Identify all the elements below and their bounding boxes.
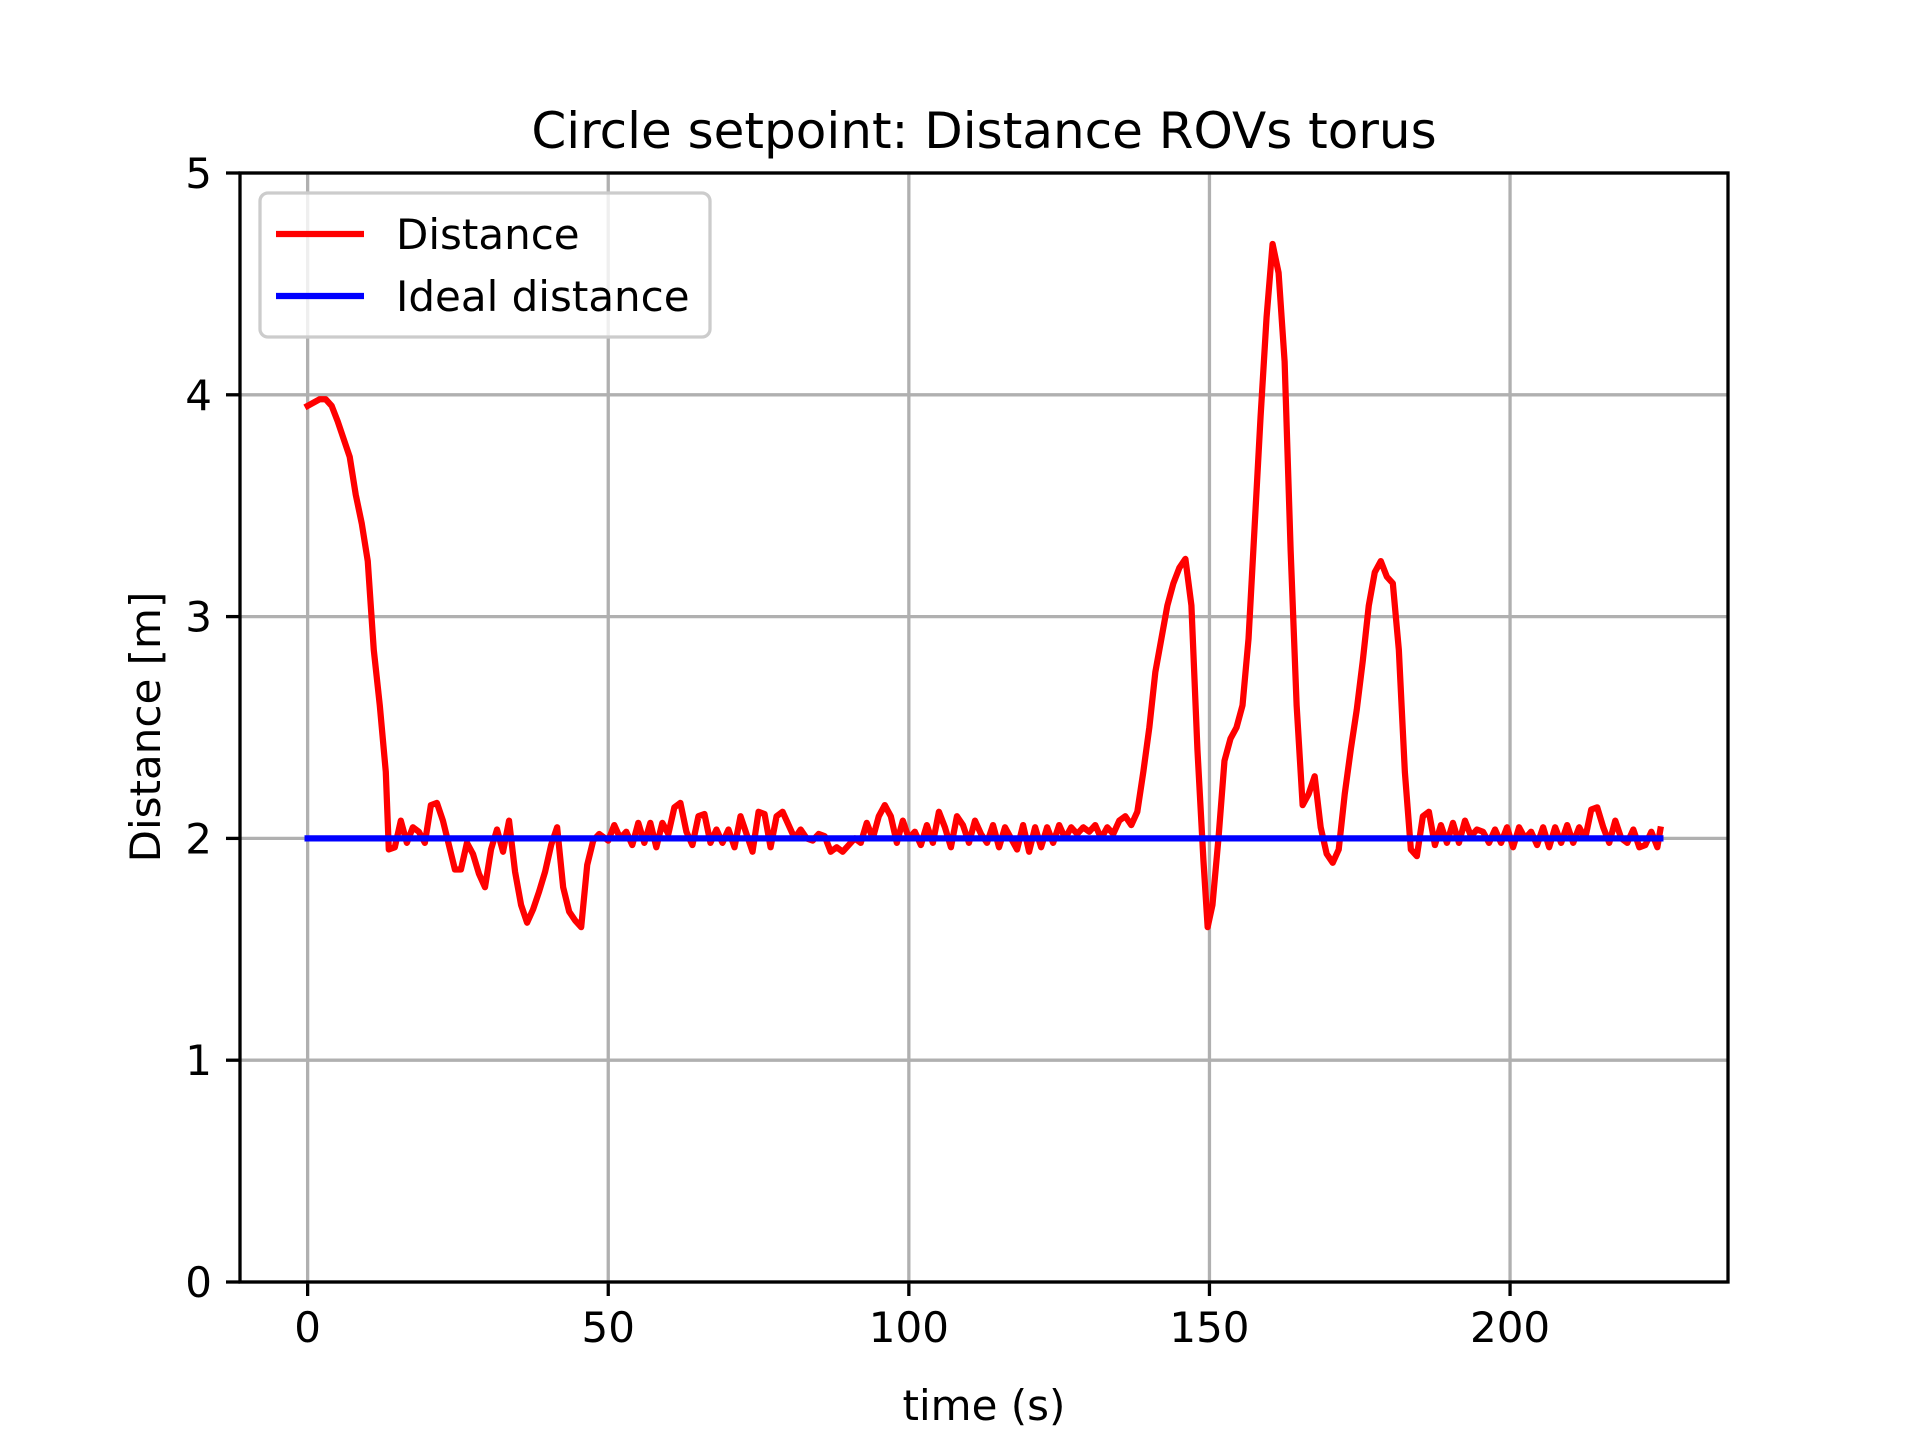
- x-axis-label: time (s): [903, 1381, 1066, 1430]
- y-tick-label: 4: [185, 371, 212, 420]
- legend-label: Ideal distance: [396, 272, 690, 321]
- x-tick-label: 100: [869, 1303, 949, 1352]
- x-tick-label: 150: [1169, 1303, 1249, 1352]
- data-line: [303, 240, 1664, 931]
- x-tick-label: 0: [294, 1303, 321, 1352]
- y-tick-label: 0: [185, 1258, 212, 1307]
- legend-label: Distance: [396, 210, 580, 259]
- legend-box: [258, 191, 712, 339]
- axes-frame: [238, 171, 1730, 1284]
- y-tick-label: 5: [185, 149, 212, 198]
- y-tick-label: 2: [185, 814, 212, 863]
- x-tick-label: 200: [1470, 1303, 1550, 1352]
- y-tick-label: 1: [185, 1036, 212, 1085]
- y-tick-label: 3: [185, 593, 212, 642]
- x-tick-label: 50: [582, 1303, 635, 1352]
- y-axis-label: Distance [m]: [121, 592, 170, 863]
- chart-title: Circle setpoint: Distance ROVs torus: [531, 102, 1436, 160]
